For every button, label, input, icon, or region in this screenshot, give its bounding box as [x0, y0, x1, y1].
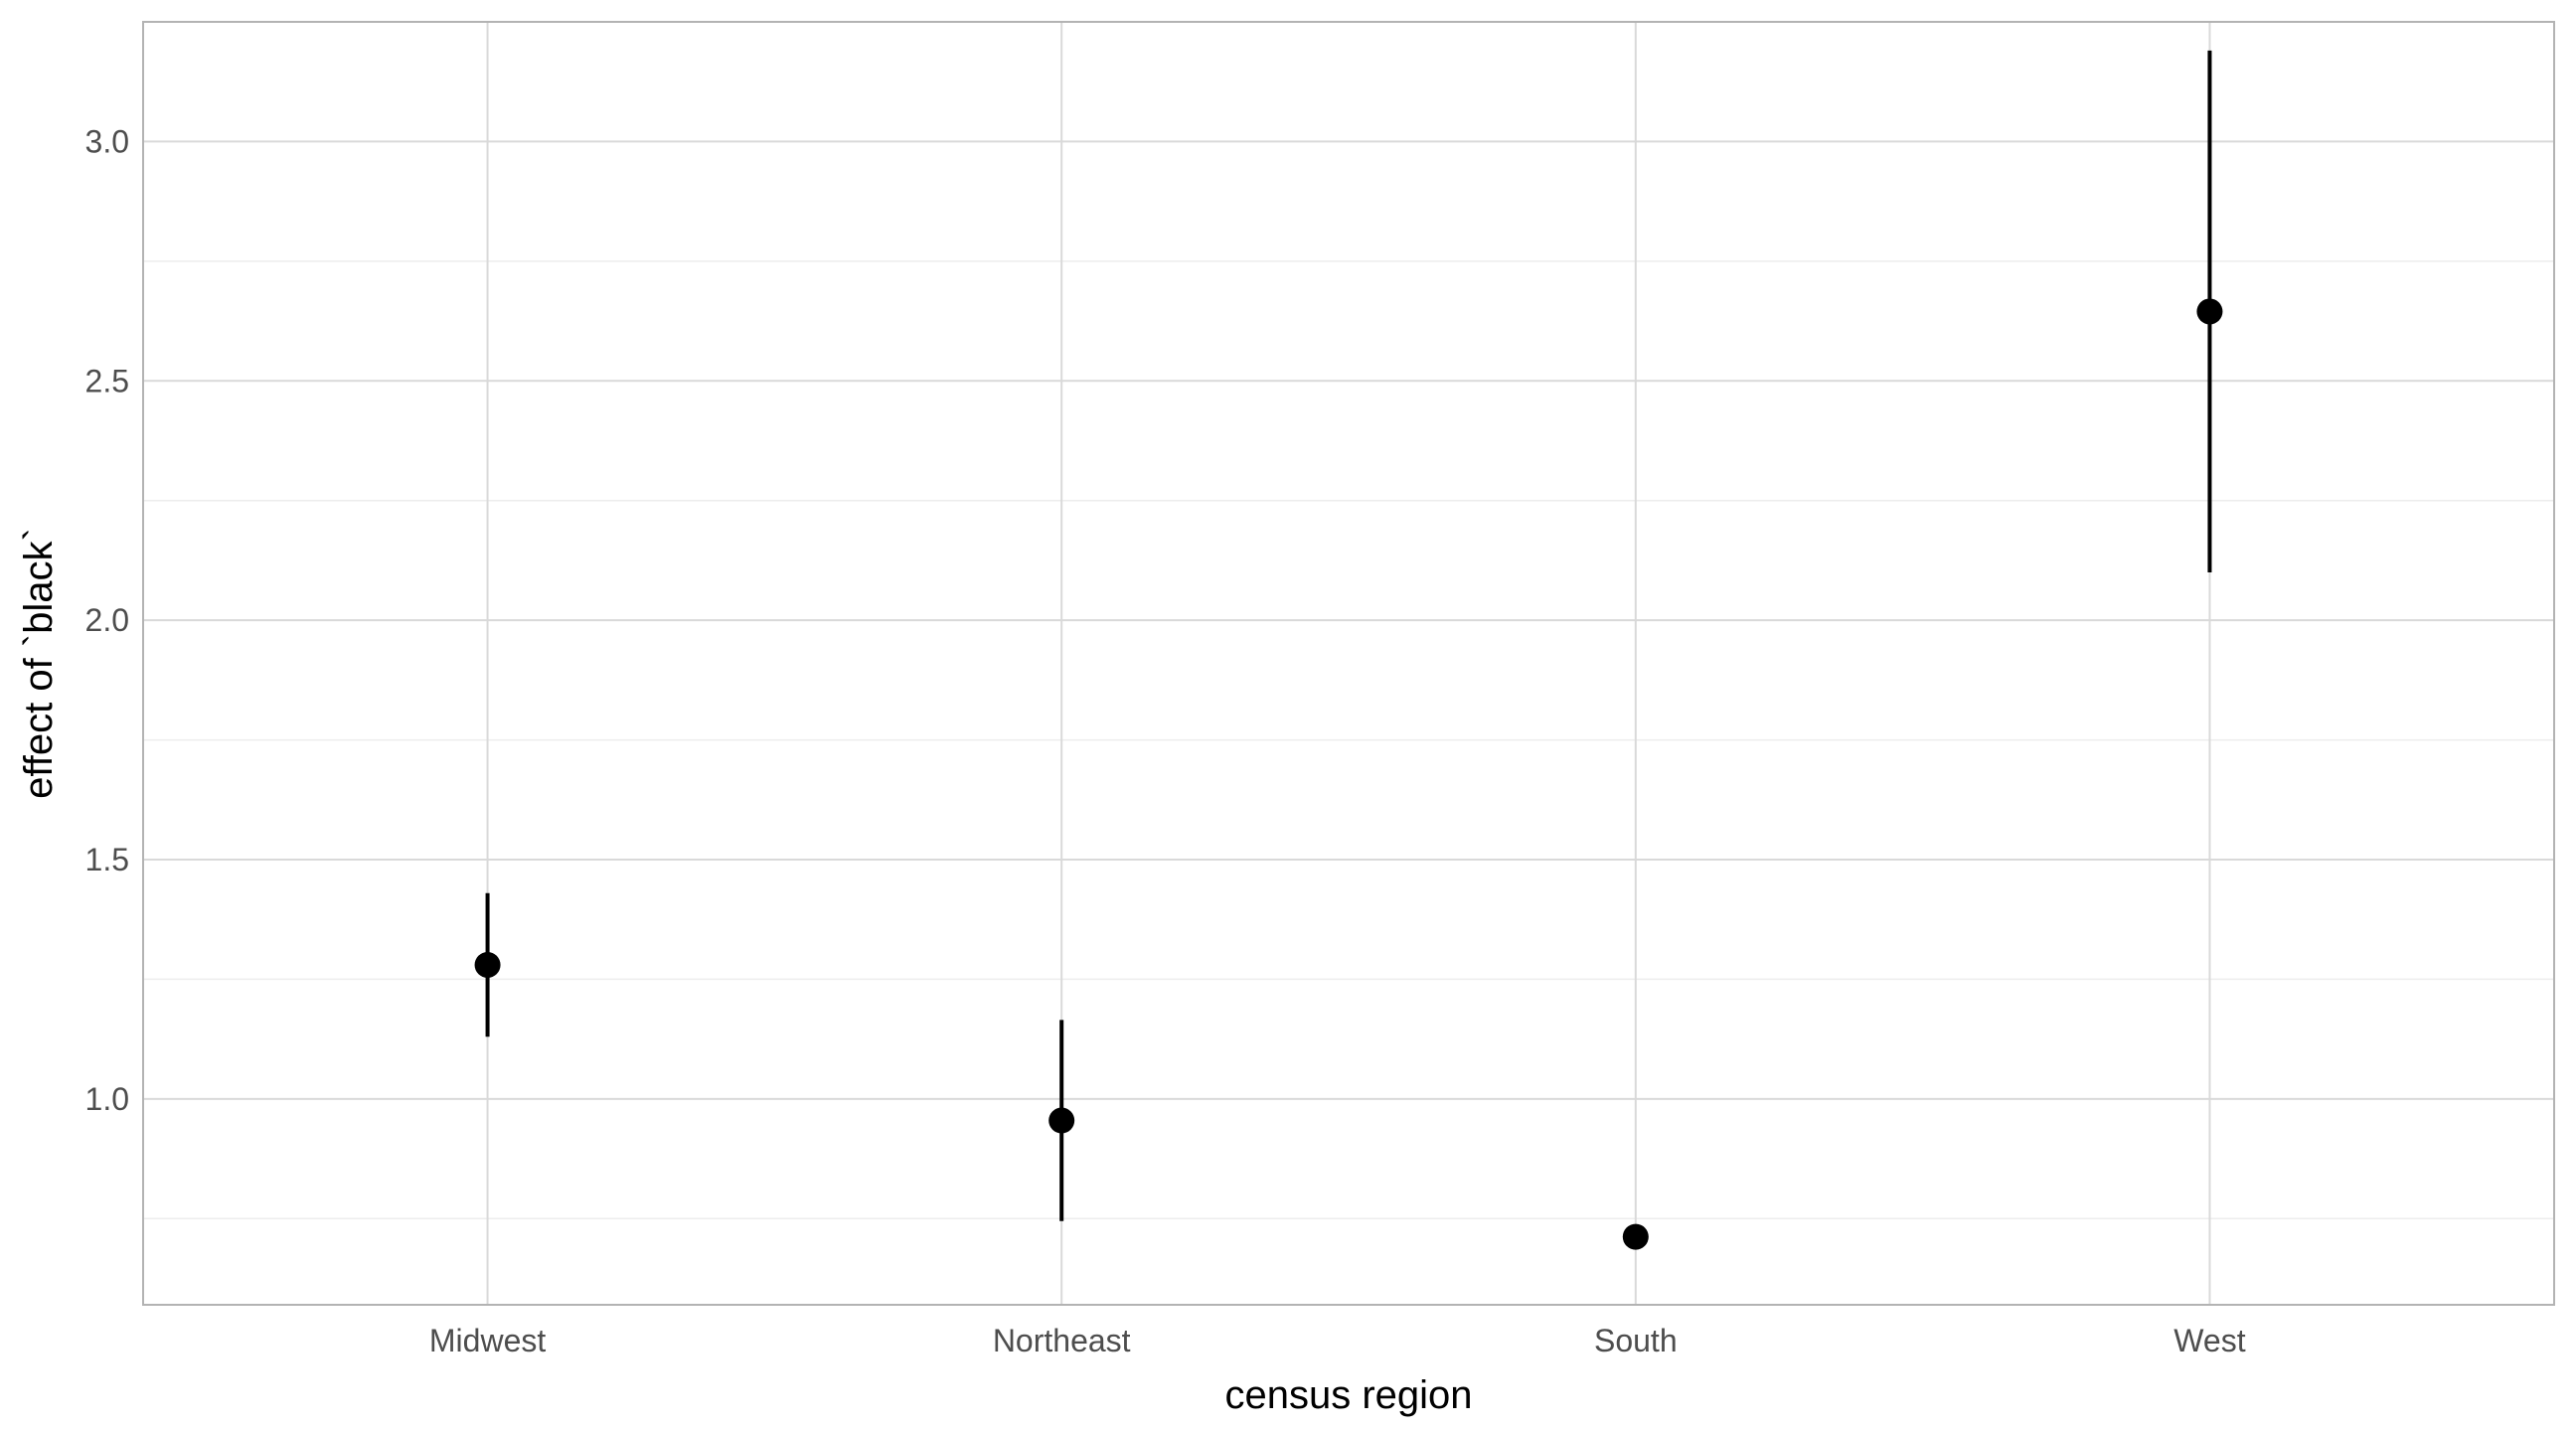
y-axis-title: effect of `black` [17, 528, 61, 799]
panel-border [142, 21, 2555, 1306]
data-point [1622, 1223, 1649, 1250]
y-tick-label: 3.0 [85, 123, 129, 159]
y-tick-label: 2.0 [85, 602, 129, 638]
data-point [474, 951, 501, 978]
x-tick-label: South [1594, 1323, 1678, 1358]
x-tick-labels: Midwest Northeast South West [429, 1323, 2246, 1358]
data-points [474, 298, 2223, 1250]
y-tick-labels: 1.0 1.5 2.0 2.5 3.0 [85, 123, 129, 1116]
data-point [1048, 1107, 1075, 1134]
error-bars [485, 50, 2212, 1245]
x-axis-title: census region [1224, 1373, 1472, 1417]
y-tick-label: 1.0 [85, 1081, 129, 1117]
x-tick-label: Northeast [993, 1323, 1131, 1358]
y-tick-label: 2.5 [85, 363, 129, 398]
x-tick-label: West [2174, 1323, 2245, 1358]
x-tick-label: Midwest [429, 1323, 546, 1358]
y-tick-label: 1.5 [85, 842, 129, 877]
data-point [2196, 298, 2223, 325]
major-gridlines [143, 22, 2554, 1305]
